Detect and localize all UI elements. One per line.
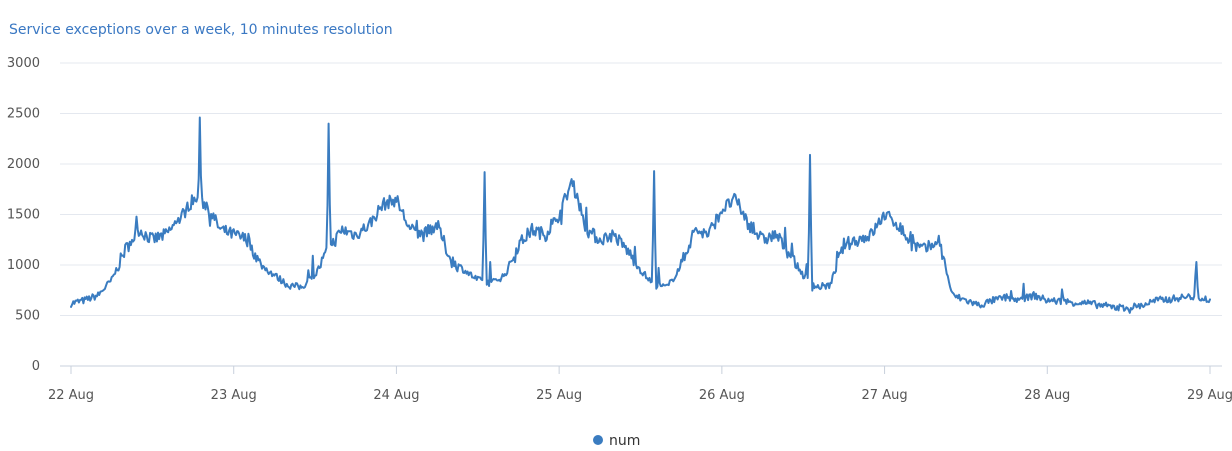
x-tick-label: 24 Aug	[373, 388, 419, 403]
legend-label-num[interactable]: num	[609, 433, 640, 449]
y-axis-ticks: 0 500 1000 1500 2000 2500 3000	[7, 56, 40, 374]
chart-title: Service exceptions over a week, 10 minut…	[9, 22, 393, 38]
y-tick-label: 2000	[7, 157, 40, 172]
x-axis: 22 Aug 23 Aug 24 Aug 25 Aug 26 Aug 27 Aug 28 A…	[48, 366, 1232, 403]
y-tick-label: 1500	[7, 208, 40, 223]
x-tick-label: 26 Aug	[699, 388, 745, 403]
x-tick-label: 25 Aug	[536, 388, 582, 403]
y-tick-label: 2500	[7, 107, 40, 122]
x-tick-label: 28 Aug	[1024, 388, 1070, 403]
y-tick-label: 500	[15, 309, 40, 324]
grid	[60, 62, 1222, 367]
x-tick-label: 29 Aug	[1187, 388, 1232, 403]
series-group	[70, 116, 1211, 314]
y-tick-label: 0	[32, 359, 40, 374]
legend[interactable]: num	[593, 433, 640, 449]
series-line-num	[70, 116, 1211, 314]
x-tick-label: 22 Aug	[48, 388, 94, 403]
y-tick-label: 1000	[7, 258, 40, 273]
x-tick-label: 27 Aug	[862, 388, 908, 403]
y-tick-label: 3000	[7, 56, 40, 71]
legend-marker-num[interactable]	[593, 435, 603, 445]
x-tick-label: 23 Aug	[211, 388, 257, 403]
